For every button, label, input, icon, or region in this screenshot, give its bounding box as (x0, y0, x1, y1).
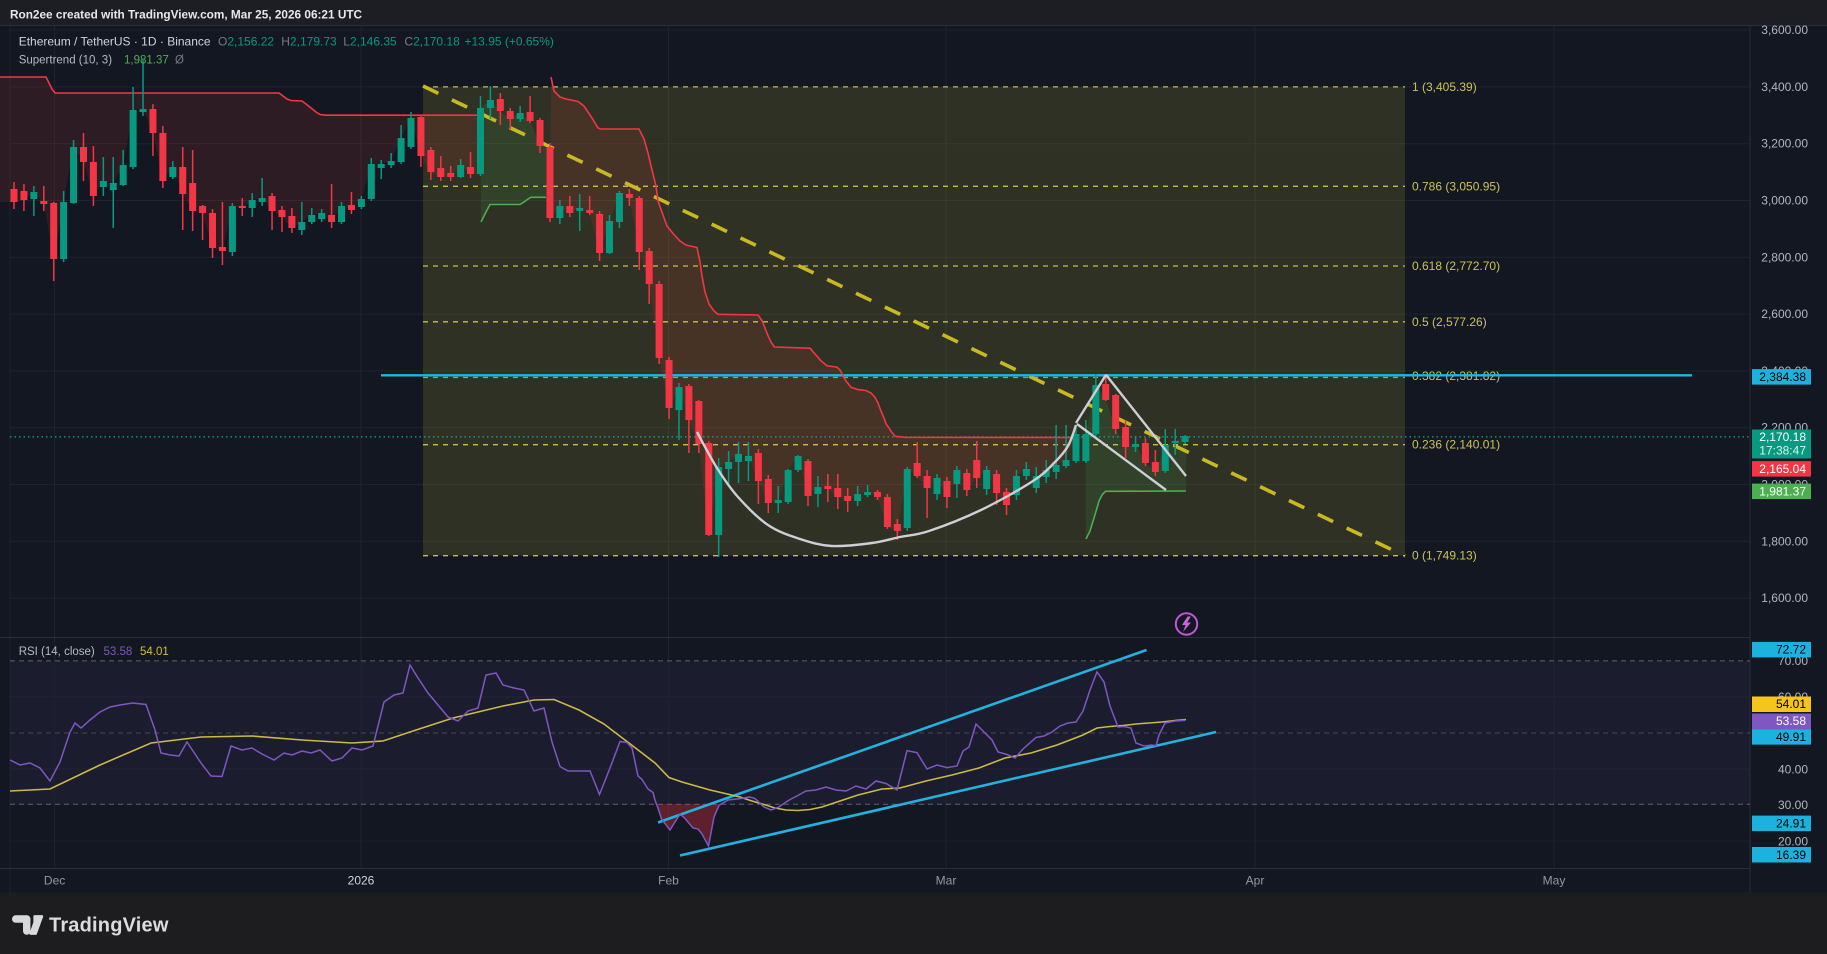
svg-text:1 (3,405.39): 1 (3,405.39) (1412, 80, 1477, 94)
svg-text:Ron2ee created with TradingVie: Ron2ee created with TradingView.com, Mar… (10, 8, 363, 22)
svg-text:Supertrend (10, 3)1,981.37Ø: Supertrend (10, 3) 1,981.37 Ø (19, 55, 184, 67)
svg-text:0.786 (3,050.95): 0.786 (3,050.95) (1412, 179, 1500, 193)
svg-text:3,000.00: 3,000.00 (1761, 194, 1808, 208)
svg-text:49.91: 49.91 (1776, 730, 1806, 744)
svg-text:40.00: 40.00 (1778, 763, 1808, 777)
svg-text:30.00: 30.00 (1778, 798, 1808, 812)
svg-text:2,600.00: 2,600.00 (1761, 307, 1808, 321)
svg-text:0.236 (2,140.01): 0.236 (2,140.01) (1412, 438, 1500, 452)
svg-text:2,170.18: 2,170.18 (1759, 430, 1806, 444)
svg-text:Ethereum / TetherUS · 1D · Bin: Ethereum / TetherUS · 1D · Binance O2,156… (19, 35, 554, 49)
svg-text:0.5 (2,577.26): 0.5 (2,577.26) (1412, 315, 1487, 329)
svg-text:54.01: 54.01 (1776, 697, 1806, 711)
svg-text:16.39: 16.39 (1776, 848, 1806, 862)
svg-text:24.91: 24.91 (1776, 816, 1806, 830)
svg-text:1,981.37: 1,981.37 (1759, 484, 1806, 498)
svg-text:2026: 2026 (348, 874, 375, 888)
svg-text:Dec: Dec (44, 874, 65, 888)
svg-text:1,800.00: 1,800.00 (1761, 534, 1808, 548)
svg-text:TradingView: TradingView (49, 915, 169, 937)
svg-text:17:38:47: 17:38:47 (1759, 444, 1806, 458)
svg-text:3,200.00: 3,200.00 (1761, 137, 1808, 151)
svg-text:Mar: Mar (936, 874, 957, 888)
svg-text:Feb: Feb (658, 874, 679, 888)
svg-text:2,165.04: 2,165.04 (1759, 462, 1806, 476)
svg-text:72.72: 72.72 (1776, 643, 1806, 657)
svg-text:3,600.00: 3,600.00 (1761, 23, 1808, 37)
svg-text:3,400.00: 3,400.00 (1761, 80, 1808, 94)
svg-text:May: May (1543, 874, 1566, 888)
svg-text:0 (1,749.13): 0 (1,749.13) (1412, 549, 1477, 563)
svg-text:53.58: 53.58 (1776, 714, 1806, 728)
svg-text:0.618 (2,772.70): 0.618 (2,772.70) (1412, 259, 1500, 273)
svg-text:2,800.00: 2,800.00 (1761, 250, 1808, 264)
svg-text:Apr: Apr (1246, 874, 1265, 888)
svg-text:20.00: 20.00 (1778, 834, 1808, 848)
svg-text:1,600.00: 1,600.00 (1761, 591, 1808, 605)
svg-text:2,384.38: 2,384.38 (1759, 370, 1806, 384)
